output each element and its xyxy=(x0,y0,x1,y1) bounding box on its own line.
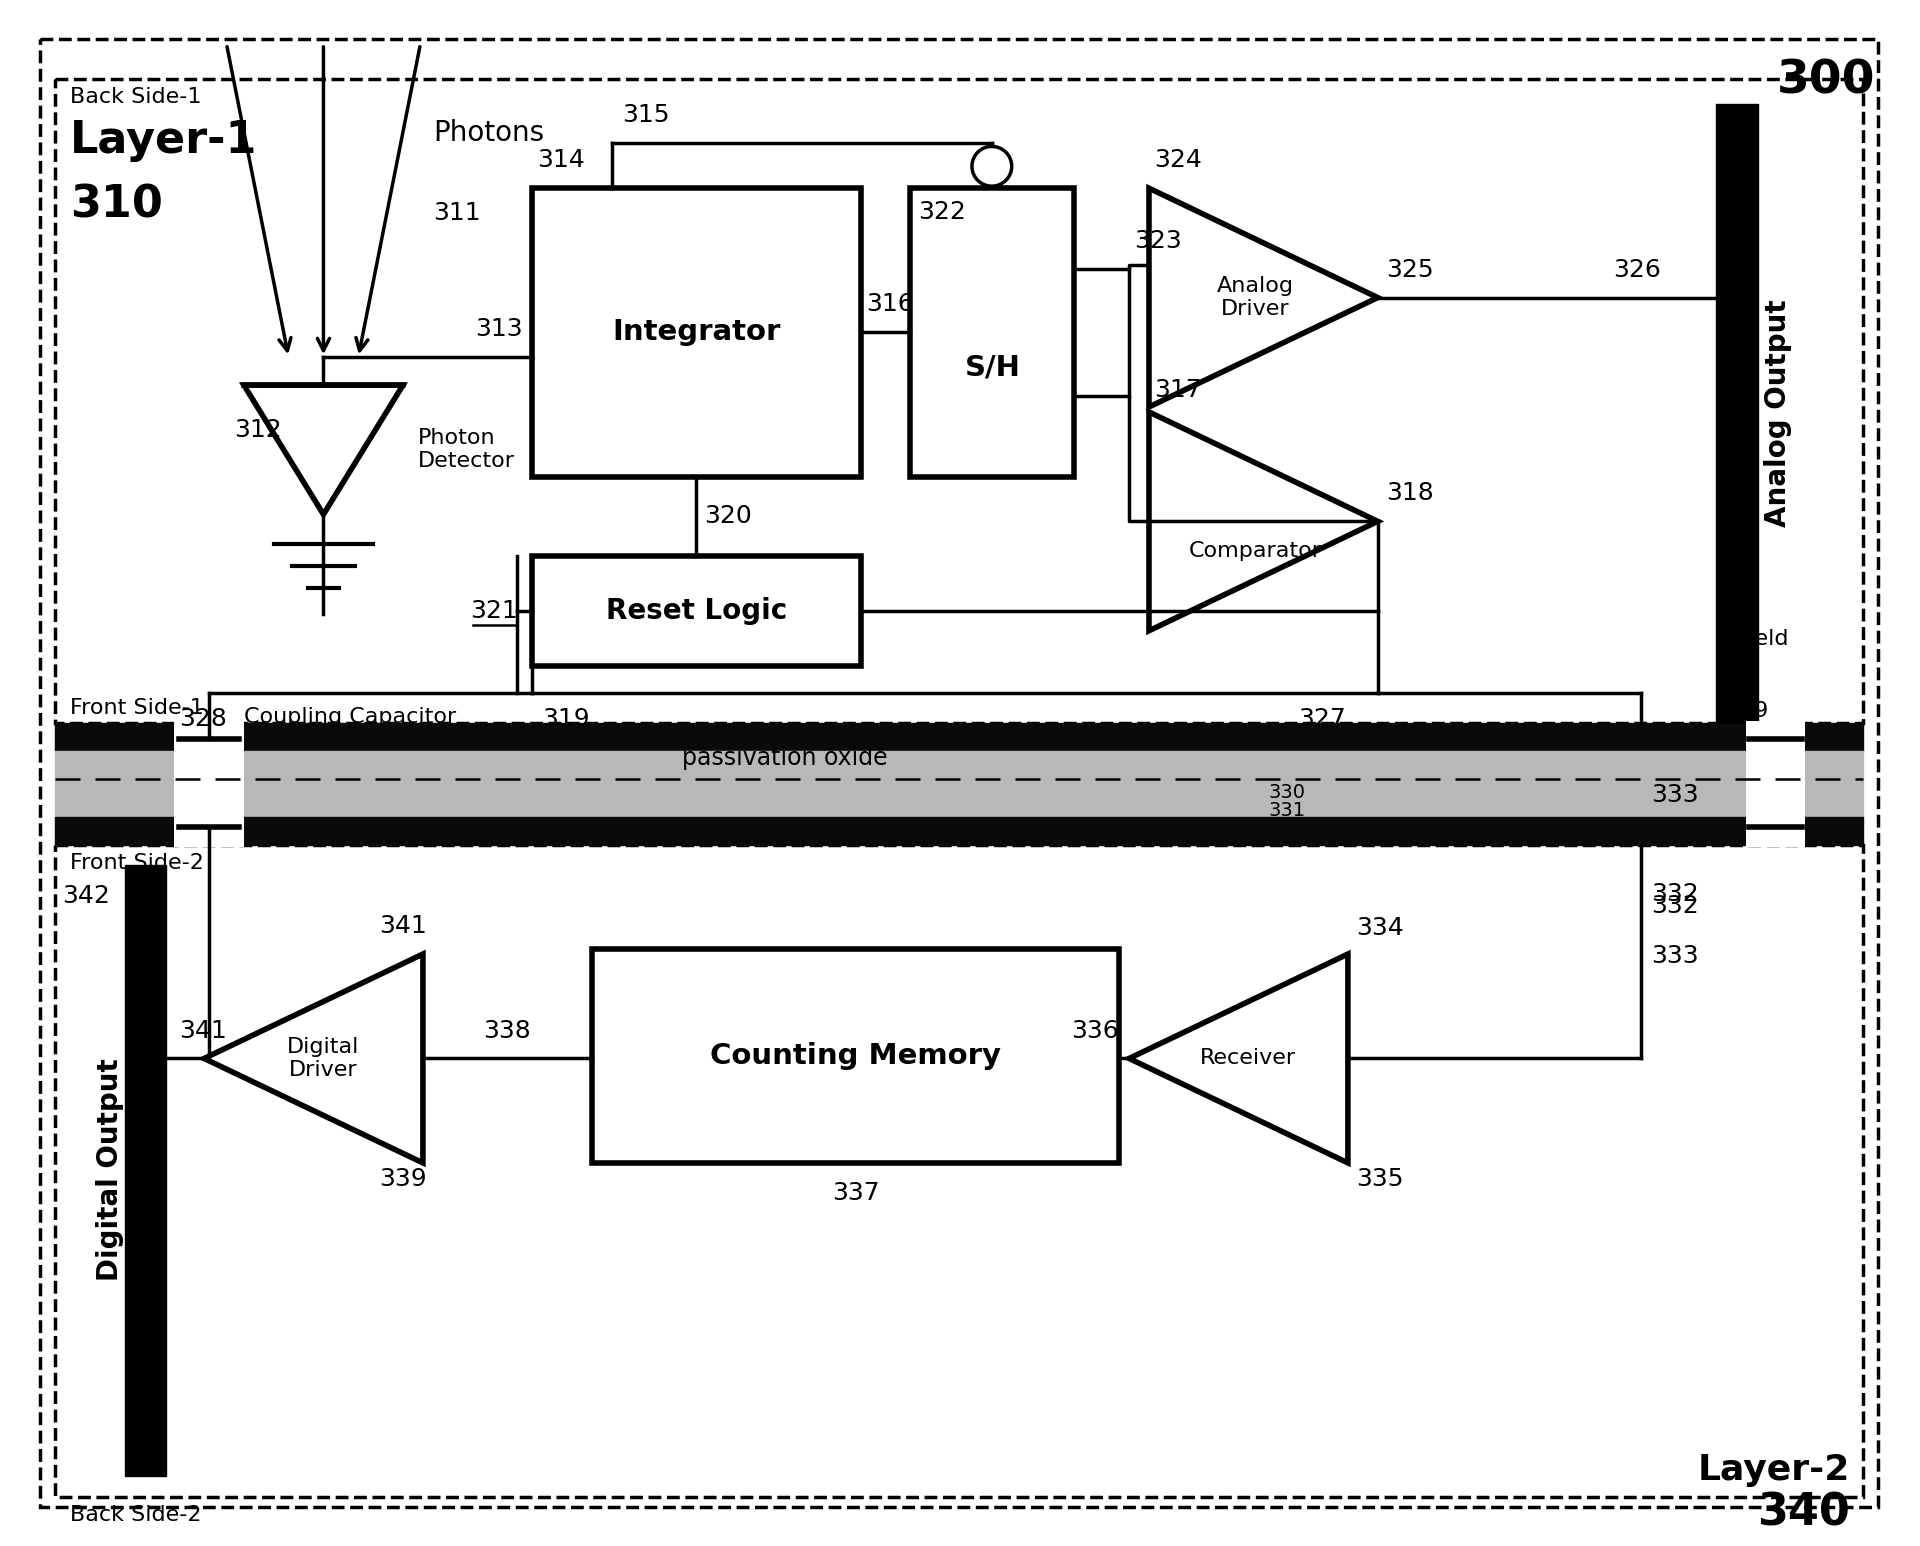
Bar xyxy=(125,864,167,1476)
Text: 333: 333 xyxy=(1651,782,1699,807)
Text: 332: 332 xyxy=(1651,894,1699,918)
Text: 327: 327 xyxy=(1298,708,1346,731)
Polygon shape xyxy=(1148,189,1379,407)
Bar xyxy=(532,189,860,476)
Text: 323: 323 xyxy=(1135,229,1183,254)
Text: 311: 311 xyxy=(432,201,480,226)
Text: Photon
Detector: Photon Detector xyxy=(419,428,515,472)
Bar xyxy=(1716,104,1757,724)
Text: Back Side-2: Back Side-2 xyxy=(69,1506,202,1524)
Text: 319: 319 xyxy=(541,708,589,731)
Text: 317: 317 xyxy=(1154,379,1202,402)
Text: 326: 326 xyxy=(1613,258,1661,281)
Text: Analog Output: Analog Output xyxy=(1764,298,1791,527)
Bar xyxy=(56,751,1862,816)
Bar xyxy=(175,722,244,847)
Bar xyxy=(1745,722,1805,847)
Text: 324: 324 xyxy=(1154,148,1202,172)
Text: Layer-1: Layer-1 xyxy=(69,119,257,161)
Text: Receiver: Receiver xyxy=(1200,1048,1296,1068)
Text: Back Side-1: Back Side-1 xyxy=(69,87,202,107)
Text: 325: 325 xyxy=(1386,258,1434,281)
Bar xyxy=(56,724,1862,751)
Text: 321: 321 xyxy=(470,598,516,623)
Bar xyxy=(532,557,860,666)
Text: Comparator: Comparator xyxy=(1188,541,1321,561)
Text: 336: 336 xyxy=(1071,1019,1119,1042)
Text: 320: 320 xyxy=(705,504,753,529)
Bar xyxy=(56,79,1862,724)
Text: 329: 329 xyxy=(1726,702,1768,722)
Text: Coupling Capacitor: Coupling Capacitor xyxy=(244,708,457,727)
Text: 341: 341 xyxy=(179,1019,227,1042)
Text: 338: 338 xyxy=(484,1019,532,1042)
Text: Reset Logic: Reset Logic xyxy=(607,597,787,625)
Text: 310: 310 xyxy=(69,182,163,226)
Text: Layer-2: Layer-2 xyxy=(1697,1453,1851,1487)
Text: 313: 313 xyxy=(474,317,522,342)
Text: Photons: Photons xyxy=(432,119,543,147)
Text: 312: 312 xyxy=(234,417,282,442)
Text: 340: 340 xyxy=(1757,1492,1851,1535)
Text: Analog
Driver: Analog Driver xyxy=(1217,277,1294,318)
Circle shape xyxy=(972,147,1012,186)
Text: 330: 330 xyxy=(1269,782,1306,802)
Text: 331: 331 xyxy=(1269,801,1306,819)
Bar xyxy=(591,949,1119,1163)
Bar xyxy=(910,189,1075,476)
Text: 334: 334 xyxy=(1356,917,1404,940)
Text: Digital Output: Digital Output xyxy=(96,1059,123,1282)
Text: 332: 332 xyxy=(1651,883,1699,906)
Bar xyxy=(56,816,1862,844)
Polygon shape xyxy=(1129,954,1348,1163)
Text: 339: 339 xyxy=(380,1167,426,1190)
Text: 314: 314 xyxy=(538,148,586,172)
Bar xyxy=(56,844,1862,1497)
Text: 341: 341 xyxy=(378,914,426,938)
Polygon shape xyxy=(204,954,422,1163)
Text: 315: 315 xyxy=(622,104,670,127)
Text: S/H: S/H xyxy=(964,352,1020,380)
Text: Front Side-2: Front Side-2 xyxy=(69,852,204,872)
Text: 316: 316 xyxy=(866,292,914,317)
Text: 335: 335 xyxy=(1356,1167,1404,1190)
Text: Counting Memory: Counting Memory xyxy=(710,1042,1000,1070)
Text: Front Side-1: Front Side-1 xyxy=(69,699,204,719)
Text: 342: 342 xyxy=(61,884,109,909)
Polygon shape xyxy=(1148,411,1379,631)
Text: 318: 318 xyxy=(1386,481,1434,506)
Text: Integrator: Integrator xyxy=(612,318,781,346)
Text: Shield: Shield xyxy=(1720,629,1789,649)
Text: Digital
Driver: Digital Driver xyxy=(288,1037,359,1081)
Text: 337: 337 xyxy=(831,1181,879,1204)
Text: 333: 333 xyxy=(1651,945,1699,968)
Text: 322: 322 xyxy=(918,199,966,224)
Text: 300: 300 xyxy=(1776,59,1876,104)
Text: passivation oxide: passivation oxide xyxy=(682,747,887,770)
Text: 328: 328 xyxy=(179,708,227,731)
